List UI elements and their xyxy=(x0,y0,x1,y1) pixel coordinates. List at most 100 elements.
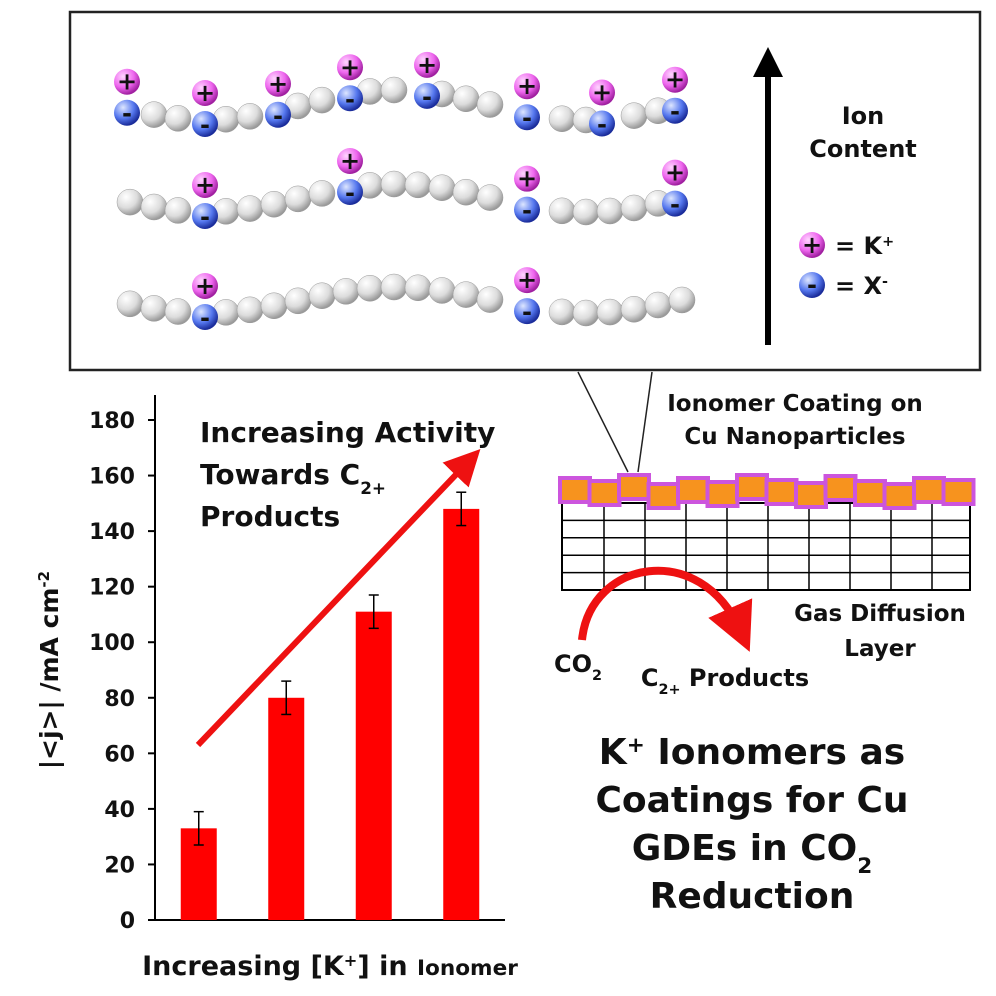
cation-sign: + xyxy=(195,171,215,199)
nanoparticle xyxy=(882,482,917,510)
bead xyxy=(356,275,384,302)
anion xyxy=(265,101,291,128)
y-tick-label: 160 xyxy=(89,465,135,490)
cation xyxy=(265,70,291,97)
y-tick-label: 80 xyxy=(104,687,135,712)
text-text: Reduction xyxy=(650,876,855,917)
anion xyxy=(414,82,440,109)
text-sup: + xyxy=(627,733,645,758)
anion-sign: - xyxy=(200,203,210,231)
nanoparticle xyxy=(794,481,828,509)
cation-sign: + xyxy=(117,68,137,96)
text: Towards C2+ xyxy=(200,458,386,498)
bead xyxy=(668,286,696,314)
anion-sign: - xyxy=(522,197,532,225)
anion xyxy=(589,110,615,137)
bead xyxy=(380,273,408,301)
text-text: GDEs in CO xyxy=(632,828,858,869)
nanoparticle xyxy=(617,473,651,501)
text: C2+ Products xyxy=(641,664,809,698)
text-text: = K xyxy=(835,232,883,260)
anion-sign: - xyxy=(122,100,132,128)
cation xyxy=(514,165,540,192)
bar xyxy=(268,697,305,920)
y-tick-label: 120 xyxy=(89,576,135,601)
bead xyxy=(140,295,168,322)
legend-anion xyxy=(799,272,825,298)
bead xyxy=(476,91,504,118)
bead xyxy=(308,180,336,207)
zoom-line xyxy=(577,371,629,473)
bead xyxy=(236,296,264,324)
bead xyxy=(548,197,576,225)
nanoparticle xyxy=(941,478,976,506)
nanoparticle xyxy=(676,476,710,504)
text: Reduction xyxy=(650,876,855,917)
bead xyxy=(476,286,504,313)
bead xyxy=(452,281,480,308)
text-text: Products xyxy=(200,500,340,533)
bead xyxy=(428,174,456,201)
cation-sign: + xyxy=(417,51,437,79)
cation-sign: + xyxy=(517,72,537,100)
text-text: Towards C xyxy=(200,458,360,491)
nanoparticle xyxy=(853,479,887,507)
bar xyxy=(355,611,392,920)
nanoparticle xyxy=(705,480,740,508)
anion xyxy=(337,85,363,112)
y-tick-label: 20 xyxy=(104,853,135,878)
cation-sign: + xyxy=(592,79,612,107)
anion xyxy=(514,298,540,325)
cation xyxy=(114,68,140,95)
anion-sign: - xyxy=(345,179,355,207)
anion xyxy=(192,110,218,137)
text: Increasing Activity xyxy=(200,416,495,449)
gdl-label: Gas Diffusion xyxy=(794,601,966,627)
bead xyxy=(596,197,624,225)
polymer-chains: - + - + - + - + - + - + - + - + - + - + - + - + - + - + xyxy=(114,51,696,332)
bead xyxy=(260,292,288,320)
text: GDEs in CO2 xyxy=(632,828,873,879)
text-sup: - xyxy=(882,274,888,290)
text-sup: -2 xyxy=(35,571,53,588)
bead xyxy=(284,185,312,213)
text: = K+ xyxy=(835,232,894,260)
bead xyxy=(620,295,648,323)
cation-sign: + xyxy=(195,79,215,107)
y-tick-label: 60 xyxy=(104,742,135,767)
cation xyxy=(514,73,540,100)
text-sub: 2+ xyxy=(659,682,681,698)
bead xyxy=(236,195,264,222)
gas-diffusion-electrode xyxy=(558,473,976,591)
text: Products xyxy=(200,500,340,533)
text-text: K xyxy=(599,732,628,773)
anion xyxy=(337,178,363,205)
text: |<j>| /mA cm-2 xyxy=(35,571,64,769)
coating-label: Cu Nanoparticles xyxy=(684,424,905,450)
error-bar xyxy=(281,680,292,716)
anion xyxy=(514,196,540,223)
anion xyxy=(662,190,688,217)
bead xyxy=(380,170,408,198)
y-tick-label: 40 xyxy=(104,798,135,823)
bead xyxy=(308,282,336,309)
axis-label: Ion xyxy=(842,102,885,130)
cation-sign: + xyxy=(195,272,215,300)
text: K+ Ionomers as xyxy=(599,732,905,773)
anion-sign: - xyxy=(200,304,210,332)
nanoparticle xyxy=(912,476,946,504)
text-text: C xyxy=(641,664,659,692)
anion xyxy=(192,303,218,330)
bead xyxy=(620,194,648,222)
cation xyxy=(589,79,615,106)
text-text: Increasing Activity xyxy=(200,416,495,449)
axis-label: Content xyxy=(809,135,917,163)
bead xyxy=(620,102,648,129)
bead xyxy=(140,101,168,128)
anion-sign: - xyxy=(670,191,680,219)
bead xyxy=(380,76,408,104)
cation xyxy=(192,171,218,198)
bar xyxy=(443,508,480,920)
anion-sign: - xyxy=(422,83,432,111)
